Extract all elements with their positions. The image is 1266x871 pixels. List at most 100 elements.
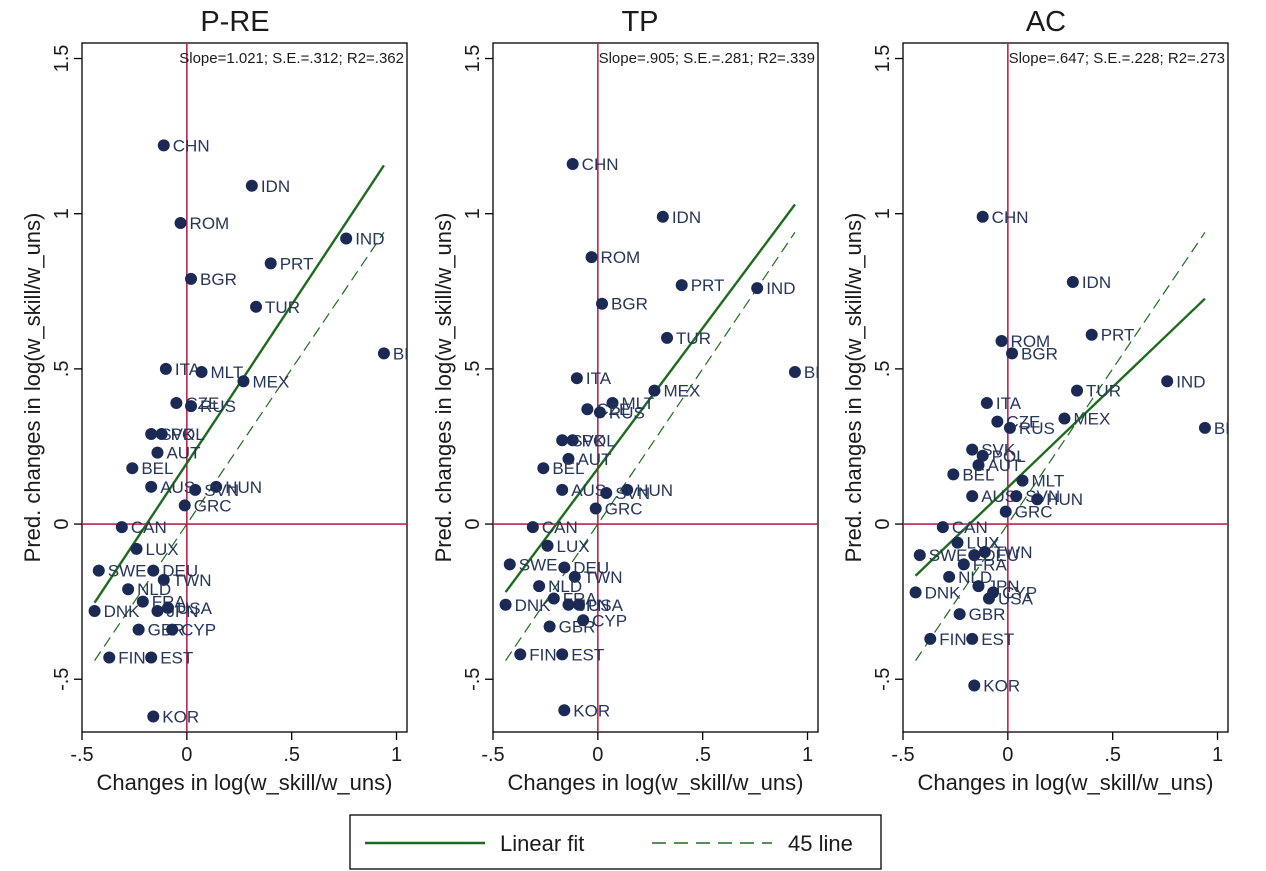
- data-point-aus: [145, 480, 158, 493]
- point-label-fin: FIN: [118, 649, 145, 668]
- data-point-mex: [648, 384, 661, 397]
- data-point-swe: [503, 558, 516, 571]
- point-label-hun: HUN: [636, 481, 673, 500]
- data-point-svn: [600, 487, 613, 500]
- regression-stats: Slope=.647; S.E.=.228; R2=.273: [1009, 50, 1225, 67]
- data-point-nld: [943, 570, 956, 583]
- data-point-aus: [966, 490, 979, 503]
- point-label-chn: CHN: [992, 208, 1029, 227]
- data-point-bra: [788, 365, 801, 378]
- data-point-prt: [264, 257, 277, 270]
- point-label-aus: AUS: [160, 478, 195, 497]
- data-point-bgr: [596, 297, 609, 310]
- data-point-jpn: [972, 580, 985, 593]
- data-point-aut: [151, 446, 164, 459]
- data-point-grc: [178, 499, 191, 512]
- point-label-svk: SVK: [160, 425, 195, 444]
- point-label-mex: MEX: [1073, 410, 1110, 429]
- point-label-mex: MEX: [252, 372, 289, 391]
- data-point-lux: [541, 539, 554, 552]
- x-tick-label: -.5: [481, 744, 504, 766]
- y-axis-label: Pred. changes in log(w_skill/w_uns): [841, 213, 866, 563]
- point-label-ita: ITA: [586, 369, 612, 388]
- point-label-swe: SWE: [519, 555, 558, 574]
- point-label-gbr: GBR: [148, 621, 185, 640]
- data-point-deu: [147, 564, 160, 577]
- legend: Linear fit 45 line: [349, 814, 882, 870]
- point-label-twn: TWN: [584, 568, 623, 587]
- point-label-twn: TWN: [994, 543, 1033, 562]
- point-label-prt: PRT: [691, 276, 725, 295]
- point-label-rom: ROM: [190, 214, 230, 233]
- data-point-chn: [157, 139, 170, 152]
- y-tick-label: .5: [51, 361, 73, 378]
- data-point-dnk: [909, 586, 922, 599]
- data-point-bel: [126, 462, 139, 475]
- data-point-ita: [159, 362, 172, 375]
- data-point-can: [115, 521, 128, 534]
- y-tick-label: 1.5: [872, 45, 894, 73]
- identity-45-line: [915, 231, 1206, 661]
- point-label-lux: LUX: [146, 540, 179, 559]
- point-label-ita: ITA: [175, 360, 201, 379]
- point-label-hun: HUN: [1046, 490, 1083, 509]
- point-label-bra: BRA: [1214, 419, 1250, 438]
- point-label-twn: TWN: [173, 571, 212, 590]
- data-point-idn: [245, 179, 258, 192]
- y-tick-label: 1: [51, 208, 73, 219]
- data-point-mex: [237, 375, 250, 388]
- point-label-svn: SVN: [204, 481, 239, 500]
- x-tick-label: .5: [1104, 744, 1121, 766]
- data-point-mlt: [195, 365, 208, 378]
- point-label-prt: PRT: [280, 254, 314, 273]
- data-point-fra: [136, 595, 149, 608]
- x-tick-label: -.5: [70, 744, 93, 766]
- point-label-dnk: DNK: [515, 596, 552, 615]
- point-label-bgr: BGR: [611, 295, 648, 314]
- data-point-bra: [377, 347, 390, 360]
- point-label-nld: NLD: [548, 577, 582, 596]
- point-label-usa: USA: [177, 599, 213, 618]
- point-label-mlt: MLT: [211, 363, 244, 382]
- y-tick-label: -.5: [462, 668, 484, 691]
- data-point-tur: [661, 331, 674, 344]
- point-label-mlt: MLT: [622, 394, 655, 413]
- data-point-tur: [250, 300, 263, 313]
- data-point-grc: [589, 502, 602, 515]
- data-point-lux: [130, 542, 143, 555]
- data-point-grc: [999, 505, 1012, 518]
- panel-title: AC: [1026, 6, 1066, 38]
- point-label-fin: FIN: [939, 630, 966, 649]
- point-label-pol: POL: [171, 425, 205, 444]
- data-point-pol: [566, 434, 579, 447]
- point-label-bra: BRA: [804, 363, 840, 382]
- point-label-ind: IND: [766, 279, 795, 298]
- data-point-svn: [189, 483, 202, 496]
- data-point-chn: [566, 158, 579, 171]
- x-axis-label: Changes in log(w_skill/w_uns): [97, 770, 393, 795]
- y-tick-label: 1: [462, 208, 484, 219]
- point-label-mex: MEX: [663, 382, 700, 401]
- point-label-est: EST: [981, 630, 1014, 649]
- data-point-rus: [185, 400, 198, 413]
- data-point-fin: [103, 651, 116, 664]
- point-label-pol: POL: [992, 447, 1026, 466]
- point-label-fra: FRA: [973, 555, 1008, 574]
- data-point-usa: [161, 601, 174, 614]
- point-label-pol: POL: [582, 431, 616, 450]
- point-label-chn: CHN: [173, 136, 210, 155]
- data-point-dnk: [88, 604, 101, 617]
- data-point-hun: [210, 480, 223, 493]
- point-label-prt: PRT: [1101, 326, 1135, 345]
- data-point-jpn: [151, 604, 164, 617]
- data-point-est: [556, 648, 569, 661]
- x-axis-label: Changes in log(w_skill/w_uns): [508, 770, 804, 795]
- data-point-bel: [947, 468, 960, 481]
- point-label-rus: RUS: [609, 403, 645, 422]
- data-point-rom: [995, 334, 1008, 347]
